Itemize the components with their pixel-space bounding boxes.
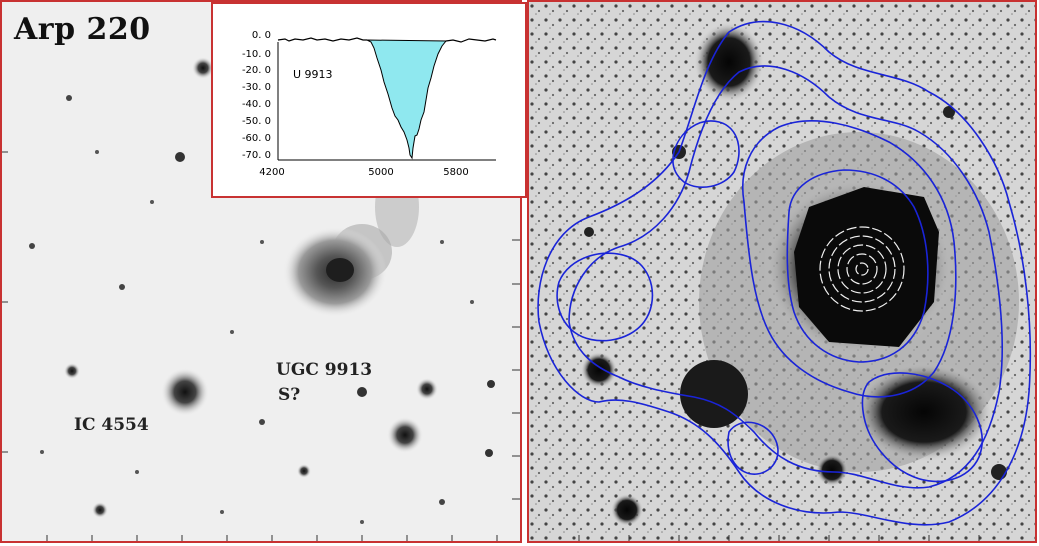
contour-outer (537, 20, 1032, 526)
star (470, 300, 474, 304)
core-rings (819, 226, 905, 312)
core-ring (828, 235, 896, 303)
core-ring (837, 244, 887, 294)
contour-3 (742, 120, 957, 398)
star (440, 240, 444, 244)
star (175, 152, 185, 162)
spectrum-inset: 0. 0 -10. 0 -20. 0 -30. 0 -40. 0 -50. 0 … (211, 2, 527, 198)
star (259, 419, 265, 425)
deep-image-field (529, 2, 1035, 541)
y-tick-label: -50. 0 (242, 116, 271, 127)
x-tick-label: 4200 (259, 167, 284, 178)
ic4554-dark (680, 360, 748, 428)
core-ring (855, 262, 869, 276)
star (816, 454, 848, 486)
bright-star (297, 464, 311, 478)
spectrum-plot: 0. 0 -10. 0 -20. 0 -30. 0 -40. 0 -50. 0 … (242, 30, 497, 178)
frame-ticks (578, 535, 980, 541)
continuum-line (277, 37, 497, 43)
star (40, 450, 44, 454)
bright-galaxy (387, 417, 423, 453)
star (230, 330, 234, 334)
label-ugc9913-type: S? (278, 385, 301, 405)
contour-6 (556, 252, 654, 342)
contour-4 (786, 169, 929, 363)
star (360, 520, 364, 524)
star (485, 449, 493, 457)
hi-contour-panel (527, 0, 1037, 543)
absorption-profile-fill (366, 39, 448, 160)
star (220, 510, 224, 514)
bright-star (64, 363, 80, 379)
star (357, 387, 367, 397)
star (439, 499, 445, 505)
core-ring (819, 226, 905, 312)
y-tick-label: -70. 0 (242, 150, 271, 161)
y-tick-label: -20. 0 (242, 65, 271, 76)
label-ic4554: IC 4554 (74, 415, 149, 435)
bright-star (92, 502, 108, 518)
x-tick-label: 5000 (368, 167, 393, 178)
bright-star (192, 57, 214, 79)
secondary-blob (854, 362, 994, 462)
label-ugc9913: UGC 9913 (276, 360, 373, 380)
star (95, 150, 99, 154)
y-tick-label: -30. 0 (242, 82, 271, 93)
saturated-core (794, 187, 939, 347)
y-tick-label: 0. 0 (252, 30, 271, 41)
y-tick-labels: 0. 0 -10. 0 -20. 0 -30. 0 -40. 0 -50. 0 … (242, 30, 271, 161)
y-tick-label: -60. 0 (242, 133, 271, 144)
bright-star (416, 378, 438, 400)
x-tick-label: 5800 (443, 167, 468, 178)
frame-ticks (2, 151, 520, 541)
core-ring (846, 253, 878, 285)
contour-7 (861, 372, 983, 483)
star (487, 380, 495, 388)
contour-2 (568, 65, 1004, 489)
star (611, 494, 643, 526)
figure-title: Arp 220 (14, 12, 151, 47)
series-label: U 9913 (293, 68, 333, 81)
ic4554-galaxy (161, 368, 209, 416)
star (29, 243, 35, 249)
star (119, 284, 125, 290)
star (66, 95, 72, 101)
hi-contours (537, 20, 1032, 526)
star (943, 106, 955, 118)
y-tick-label: -10. 0 (242, 49, 271, 60)
contour-5 (672, 120, 740, 188)
star (150, 200, 154, 204)
contour-8 (727, 421, 779, 475)
star (260, 240, 264, 244)
star (584, 227, 594, 237)
dark-blob (694, 22, 764, 102)
arp220-nucleus (326, 258, 354, 282)
star (991, 464, 1007, 480)
y-tick-label: -40. 0 (242, 99, 271, 110)
star (135, 470, 139, 474)
